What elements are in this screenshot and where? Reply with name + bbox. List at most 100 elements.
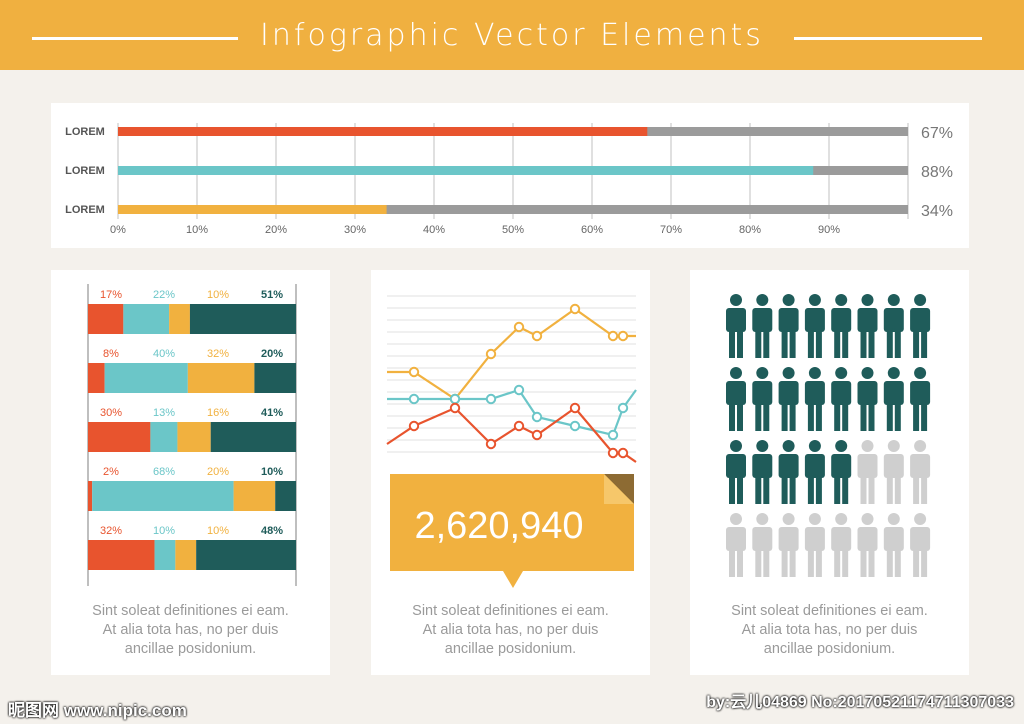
x-tick-label: 0% xyxy=(110,224,126,236)
person-body xyxy=(857,527,878,551)
person-leg xyxy=(737,328,743,358)
person-leg xyxy=(834,328,841,358)
watermark-right: by:云儿04869 No:20170521174711307033 xyxy=(706,694,1014,711)
person-leg xyxy=(842,547,849,577)
person-leg xyxy=(868,547,875,577)
person-leg xyxy=(868,328,875,358)
data-point xyxy=(607,429,619,441)
person-body xyxy=(883,308,904,332)
person-head xyxy=(808,294,821,306)
person-body xyxy=(804,454,825,478)
person-leg xyxy=(737,474,743,504)
person-leg xyxy=(755,328,762,358)
person-icon xyxy=(857,513,878,577)
person-body xyxy=(752,308,773,332)
stacked-segment xyxy=(104,363,188,393)
segment-label: 10% xyxy=(207,525,229,537)
person-icon xyxy=(910,513,931,577)
person-body xyxy=(910,381,931,405)
person-icon xyxy=(778,440,799,504)
stacked-segment xyxy=(196,540,296,570)
data-point xyxy=(449,393,461,405)
value-label: 88% xyxy=(921,164,953,181)
person-body xyxy=(883,527,904,551)
person-leg xyxy=(729,328,735,358)
caption-line-2: At alia tota has, no per duis xyxy=(422,622,599,638)
person-leg xyxy=(729,474,735,504)
x-tick-label: 10% xyxy=(186,224,208,236)
data-point xyxy=(531,411,543,423)
person-leg xyxy=(868,401,875,431)
person-icon xyxy=(910,294,931,358)
data-point xyxy=(569,402,581,414)
person-head xyxy=(730,294,742,306)
stacked-segment xyxy=(254,363,296,393)
person-icon xyxy=(910,440,931,504)
person-icon xyxy=(804,294,825,358)
person-body xyxy=(831,527,852,551)
x-tick-label: 30% xyxy=(344,224,366,236)
segment-label: 10% xyxy=(207,289,229,301)
person-head xyxy=(835,294,848,306)
person-leg xyxy=(789,328,796,358)
value-label: 67% xyxy=(921,125,953,142)
x-tick-label: 90% xyxy=(818,224,840,236)
person-leg xyxy=(815,474,822,504)
value-label: 34% xyxy=(921,203,953,220)
segment-label: 13% xyxy=(153,407,175,419)
person-head xyxy=(861,367,874,379)
person-head xyxy=(887,440,900,452)
person-icon xyxy=(778,294,799,358)
person-icon xyxy=(752,513,773,577)
stacked-segment xyxy=(92,481,234,511)
person-leg xyxy=(781,474,788,504)
person-head xyxy=(756,294,769,306)
person-head xyxy=(782,294,795,306)
person-body xyxy=(778,381,799,405)
data-point xyxy=(513,321,525,333)
person-icon xyxy=(804,440,825,504)
person-icon xyxy=(804,367,825,431)
data-point xyxy=(485,393,497,405)
person-leg xyxy=(921,328,928,358)
person-body xyxy=(910,308,931,332)
category-label: LOREM xyxy=(65,165,105,177)
person-leg xyxy=(921,474,928,504)
person-body xyxy=(726,527,746,551)
person-icon xyxy=(752,294,773,358)
stacked-segment xyxy=(187,363,255,393)
segment-label: 40% xyxy=(153,348,175,360)
data-point xyxy=(617,447,629,459)
series-line xyxy=(387,307,636,401)
person-head xyxy=(756,367,769,379)
person-leg xyxy=(894,401,901,431)
person-leg xyxy=(842,474,849,504)
person-body xyxy=(804,527,825,551)
person-leg xyxy=(842,401,849,431)
stacked-segment xyxy=(154,540,176,570)
data-point xyxy=(485,348,497,360)
person-head xyxy=(808,513,821,525)
person-icon xyxy=(883,294,904,358)
pictogram-panel: Sint soleat definitiones ei eam. At alia… xyxy=(690,270,969,675)
person-head xyxy=(835,440,848,452)
person-body xyxy=(752,527,773,551)
stacked-segment xyxy=(88,304,124,334)
segment-label: 41% xyxy=(261,407,283,419)
callout-pointer xyxy=(503,571,523,588)
x-tick-label: 50% xyxy=(502,224,524,236)
x-tick-label: 60% xyxy=(581,224,603,236)
segment-label: 30% xyxy=(100,407,122,419)
segment-label: 8% xyxy=(103,348,119,360)
person-leg xyxy=(842,328,849,358)
segment-label: 10% xyxy=(261,466,283,478)
person-body xyxy=(752,381,773,405)
stacked-segment xyxy=(123,304,170,334)
person-leg xyxy=(834,401,841,431)
person-leg xyxy=(755,474,762,504)
person-body xyxy=(752,454,773,478)
person-leg xyxy=(763,401,770,431)
person-icon xyxy=(831,367,852,431)
caption-line-3: ancillae posidonium. xyxy=(763,641,896,657)
person-body xyxy=(726,454,746,478)
